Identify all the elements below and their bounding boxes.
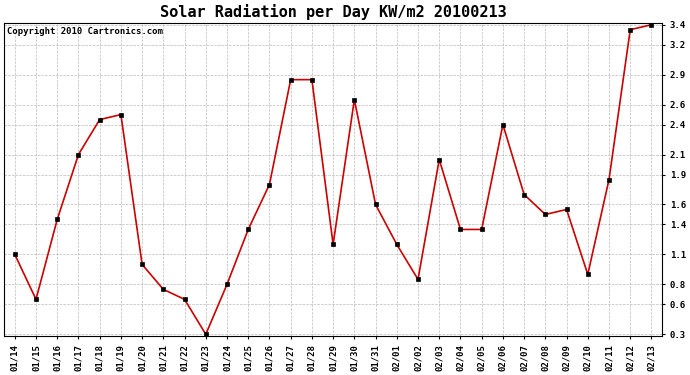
Text: Copyright 2010 Cartronics.com: Copyright 2010 Cartronics.com [8, 27, 164, 36]
Title: Solar Radiation per Day KW/m2 20100213: Solar Radiation per Day KW/m2 20100213 [160, 4, 506, 20]
